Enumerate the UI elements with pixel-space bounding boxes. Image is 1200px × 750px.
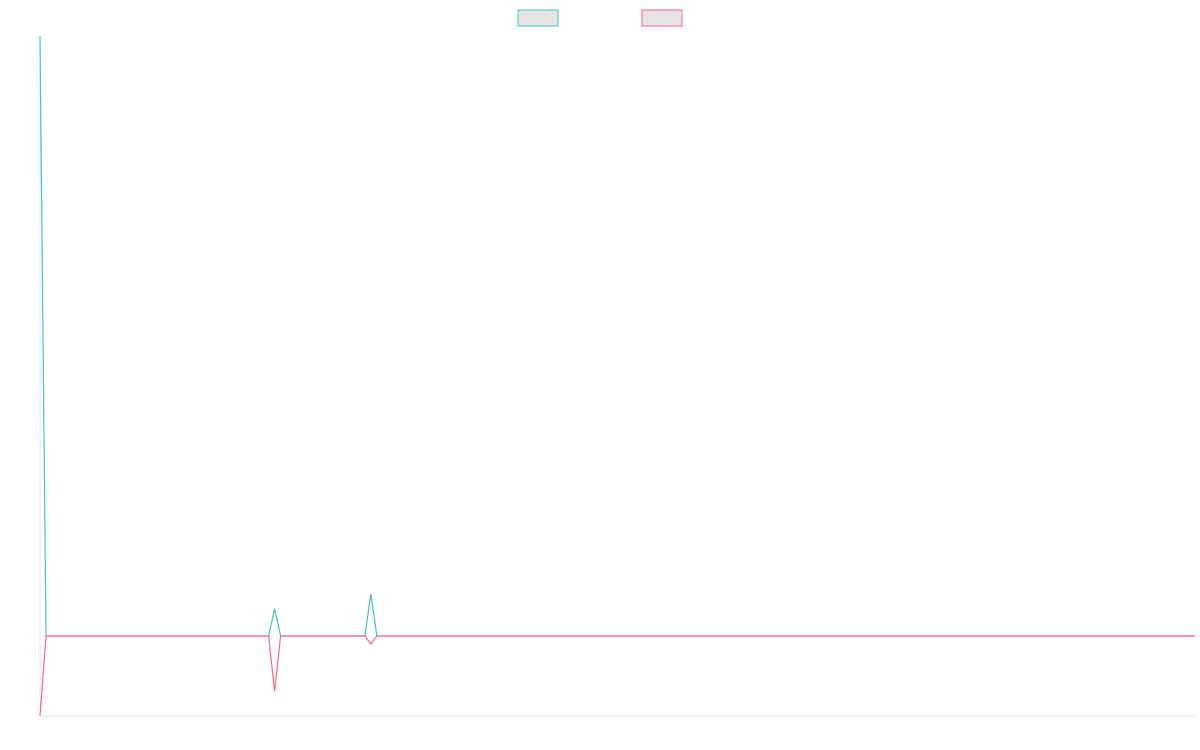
legend-swatch[interactable] (641, 9, 683, 27)
series-line (39, 35, 1195, 637)
legend-swatch[interactable] (517, 9, 559, 27)
series-line (39, 635, 1195, 717)
